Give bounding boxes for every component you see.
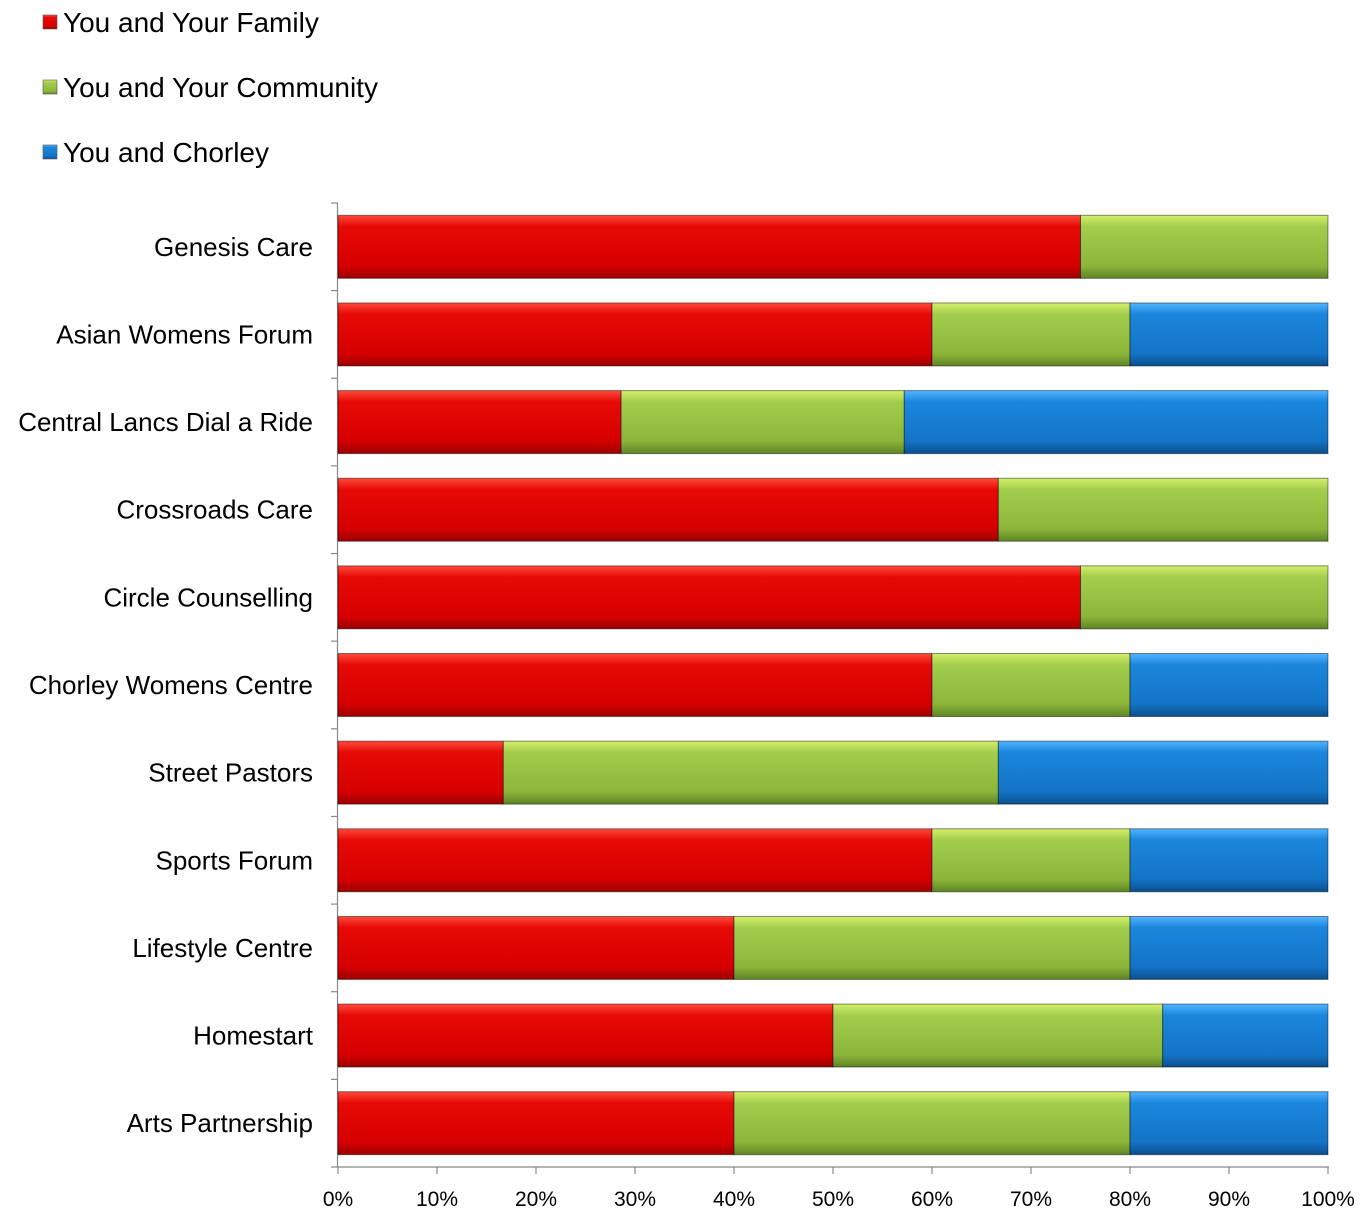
bars: Genesis Care Asian Womens Forum Central La… (18, 214, 1329, 1156)
legend-item: You and Chorley (42, 137, 269, 168)
legend-item: You and Your Family (42, 7, 319, 38)
category-label: Sports Forum (156, 845, 314, 875)
bar-segment (337, 740, 504, 805)
x-tick-label: 10% (416, 1188, 458, 1211)
bar-segment (1129, 653, 1329, 717)
bar-segment (931, 302, 1131, 367)
bar-segment (337, 828, 933, 893)
category-label: Homestart (193, 1021, 314, 1051)
bar-segment (337, 653, 933, 717)
category-label: Genesis Care (154, 232, 313, 262)
bar-segment (502, 740, 999, 805)
bar-segment (337, 565, 1081, 630)
bar-segment (997, 740, 1329, 805)
bar-segment (337, 390, 622, 455)
category-label: Central Lancs Dial a Ride (18, 407, 313, 437)
bar-segment (337, 477, 999, 542)
x-tick-label: 20% (515, 1188, 557, 1211)
x-tick-label: 0% (323, 1188, 353, 1211)
bar-segment (903, 390, 1329, 455)
category-label: Lifestyle Centre (132, 933, 313, 963)
legend-swatch (42, 144, 58, 160)
bar-segment (337, 214, 1081, 279)
category-label: Asian Womens Forum (56, 319, 313, 349)
x-tick-label: 80% (1109, 1188, 1151, 1211)
bar-segment (931, 828, 1131, 893)
bar-segment (620, 390, 905, 455)
legend: You and Your Family You and Your Communit… (42, 7, 378, 168)
legend-label: You and Your Community (63, 72, 378, 103)
x-tick-label: 100% (1301, 1188, 1355, 1211)
category-label: Crossroads Care (116, 495, 313, 525)
category-label: Street Pastors (148, 758, 313, 788)
x-tick-label: 40% (713, 1188, 755, 1211)
bar-segment (931, 653, 1131, 717)
x-tick-label: 50% (812, 1188, 854, 1211)
bar-segment (1080, 214, 1329, 279)
category-label: Circle Counselling (103, 582, 313, 612)
legend-swatch (42, 79, 58, 95)
bar-segment (1080, 565, 1329, 630)
category-label: Arts Partnership (127, 1108, 313, 1138)
bar-segment (997, 477, 1329, 542)
bar-segment (337, 1003, 834, 1068)
x-tick-label: 30% (614, 1188, 656, 1211)
legend-item: You and Your Community (42, 72, 378, 103)
x-tick-label: 60% (911, 1188, 953, 1211)
bar-segment (337, 302, 933, 367)
legend-label: You and Your Family (63, 7, 319, 38)
axes: 0% 10% 20% 30% 40% 50% 60% 70% 80% 90% 100% (323, 202, 1355, 1211)
x-tick-label: 90% (1208, 1188, 1250, 1211)
x-tick-label: 70% (1010, 1188, 1052, 1211)
bar-segment (1129, 1091, 1329, 1156)
category-label: Chorley Womens Centre (29, 670, 313, 700)
bar-segment (733, 1091, 1131, 1156)
legend-label: You and Chorley (63, 137, 269, 168)
bar-segment (1129, 828, 1329, 893)
bar-segment (1129, 915, 1329, 980)
bar-segment (337, 915, 735, 980)
bar-segment (337, 1091, 735, 1156)
bar-segment (1162, 1003, 1329, 1068)
bar-segment (832, 1003, 1164, 1068)
legend-swatch (42, 14, 58, 30)
bar-segment (733, 915, 1131, 980)
bar-segment (1129, 302, 1329, 367)
